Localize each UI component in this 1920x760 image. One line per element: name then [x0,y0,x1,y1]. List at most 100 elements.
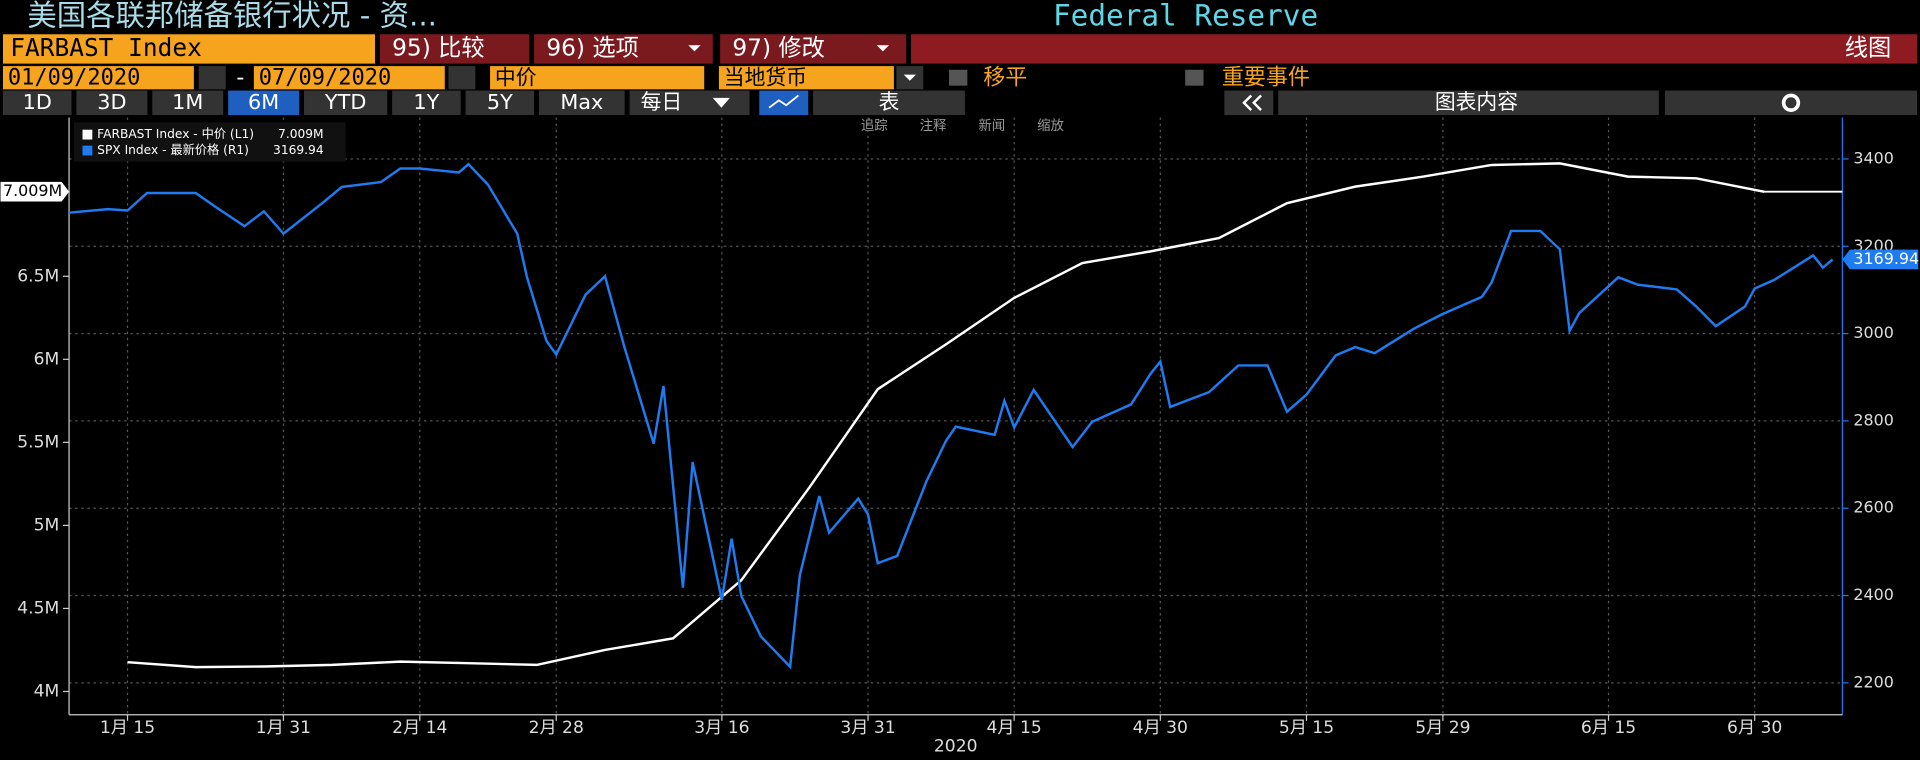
calendar-icon[interactable] [448,66,476,90]
chart-content: 图表内容 [1435,90,1518,114]
y-tick-label: 5M [34,515,60,535]
last-value-tag [1842,249,1919,270]
chart-content-button[interactable] [1278,90,1659,116]
events-checkbox[interactable] [1185,69,1204,86]
range-tab[interactable] [76,90,148,116]
currency-box[interactable] [718,66,894,90]
date-separator: - [236,65,244,90]
tool[interactable]: 注释 [920,118,947,134]
frequency: 每日 [641,90,683,114]
start-date: 01/09/2020 [8,65,141,90]
range-label: Max [560,90,603,114]
range-tab[interactable] [304,90,388,116]
y2-tick-label: 3000 [1853,323,1893,342]
title-bar [911,34,1918,64]
chart-kind: 线图 [1845,34,1892,61]
events: 重要事件 [1222,65,1310,90]
range-label: 1D [23,90,52,114]
y2-tick-label: 3400 [1853,148,1893,167]
options: 96) 选项 [546,34,639,61]
x-tick-label: 6月 30 [1727,718,1782,738]
series-line [127,162,1765,669]
price-type: 中价 [495,65,537,89]
table: 表 [879,90,900,114]
x-tick-label: 5月 29 [1415,718,1470,738]
legend-value: 3169.94 [273,143,324,157]
dropdown-arrow [876,45,890,52]
legend-entry: FARBAST Index - 中价 (L1) [97,126,254,141]
x-tick-label: 4月 15 [987,718,1042,738]
end-date: 07/09/2020 [259,65,392,90]
ticker-box[interactable] [2,34,376,64]
x-tick-label: 5月 15 [1279,718,1334,738]
compare-button[interactable] [379,34,530,64]
dropdown-arrow [903,74,916,81]
legend-value: 7.009M [278,127,324,141]
range-label: 3D [97,90,126,114]
range-tab[interactable] [465,90,535,116]
dropdown-arrow [688,45,701,52]
window-title: 美国各联邦储备银行状况 - 资... [27,0,437,33]
y-tick-label: 6.5M [17,266,59,286]
range-label: 1Y [413,90,439,114]
x-tick-label: 6月 15 [1581,718,1636,738]
tool[interactable]: 缩放 [1037,118,1064,134]
range-label: 1M [172,90,203,114]
smooth: 移平 [983,65,1027,90]
source: Federal Reserve [1053,0,1318,33]
tool[interactable]: 新闻 [978,118,1005,134]
price-type-box[interactable] [490,66,705,90]
modify: 97) 修改 [732,34,825,61]
collapse-button[interactable] [1224,90,1274,116]
y-tick-label: 4M [34,681,60,701]
collapse-icon [1242,94,1262,112]
legend [73,122,346,162]
range-tab[interactable] [392,90,461,116]
y-tick-label: 6M [34,349,60,369]
y2-tick-label: 2600 [1853,498,1893,517]
last-value-tag [0,181,70,202]
dropdown-arrow [712,97,730,108]
x-tick-label: 3月 31 [840,718,895,738]
y2-tick-label: 2400 [1853,585,1893,604]
currency: 当地货币 [724,65,807,89]
y-tick-label: 4.5M [17,598,59,618]
x-tick-label: 1月 15 [100,718,155,738]
line-icon [768,94,800,109]
range-label: 6M [248,90,279,114]
series-line [68,162,1834,670]
range-tab[interactable] [539,90,625,116]
legend-swatch [82,145,93,156]
modify-button[interactable] [720,34,907,64]
x-tick-label: 2月 14 [392,718,447,738]
range-tab[interactable] [152,90,224,116]
smooth-checkbox[interactable] [948,69,968,86]
x-tick-label: 1月 31 [256,718,311,738]
x-tick-label: 2月 28 [529,718,584,738]
range-label: YTD [324,90,366,114]
tool[interactable]: 追踪 [861,118,888,134]
x-tick-label: 3月 16 [694,718,749,738]
range-tab[interactable] [228,90,300,116]
options-button[interactable] [534,34,713,64]
ticker: FARBAST Index [10,33,202,62]
range-label: 5Y [487,90,513,114]
legend-swatch [82,129,93,140]
y2-tick-label: 2200 [1853,672,1893,691]
y2-tick-label: 2800 [1853,410,1893,429]
x-tick-label: 4月 30 [1133,718,1188,738]
y-tick-label: 5.5M [17,432,59,452]
frequency-button[interactable] [629,90,750,116]
last-value-label: 7.009M [3,181,62,200]
range-tab[interactable] [2,90,72,116]
x-axis-label: 2020 [934,737,978,757]
gear-icon [1781,93,1801,112]
calendar-icon[interactable] [198,66,226,90]
start-date-box[interactable] [2,66,194,90]
end-date-box[interactable] [253,66,445,90]
compare: 95) 比较 [392,34,485,61]
table-button[interactable] [813,90,965,116]
last-value-label: 3169.94 [1853,249,1919,268]
legend-entry: SPX Index - 最新价格 (R1) [97,142,249,157]
